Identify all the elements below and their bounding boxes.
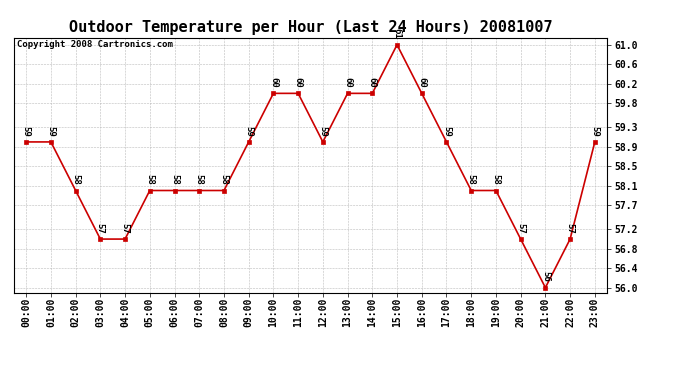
Text: 59: 59 [46,126,55,136]
Text: 58: 58 [219,174,228,185]
Text: 59: 59 [318,126,327,136]
Text: 58: 58 [170,174,179,185]
Text: 58: 58 [491,174,500,185]
Text: 59: 59 [21,126,30,136]
Text: 60: 60 [368,77,377,88]
Text: 59: 59 [591,126,600,136]
Text: 60: 60 [417,77,426,88]
Text: 59: 59 [244,126,253,136]
Text: 57: 57 [566,223,575,234]
Text: 61: 61 [393,28,402,39]
Text: 57: 57 [121,223,130,234]
Text: 58: 58 [195,174,204,185]
Text: 60: 60 [269,77,278,88]
Text: 58: 58 [146,174,155,185]
Title: Outdoor Temperature per Hour (Last 24 Hours) 20081007: Outdoor Temperature per Hour (Last 24 Ho… [69,20,552,35]
Text: 57: 57 [96,223,105,234]
Text: 58: 58 [466,174,475,185]
Text: 60: 60 [343,77,352,88]
Text: 56: 56 [541,272,550,282]
Text: 60: 60 [294,77,303,88]
Text: 57: 57 [516,223,525,234]
Text: 59: 59 [442,126,451,136]
Text: Copyright 2008 Cartronics.com: Copyright 2008 Cartronics.com [17,40,172,49]
Text: 58: 58 [71,174,80,185]
